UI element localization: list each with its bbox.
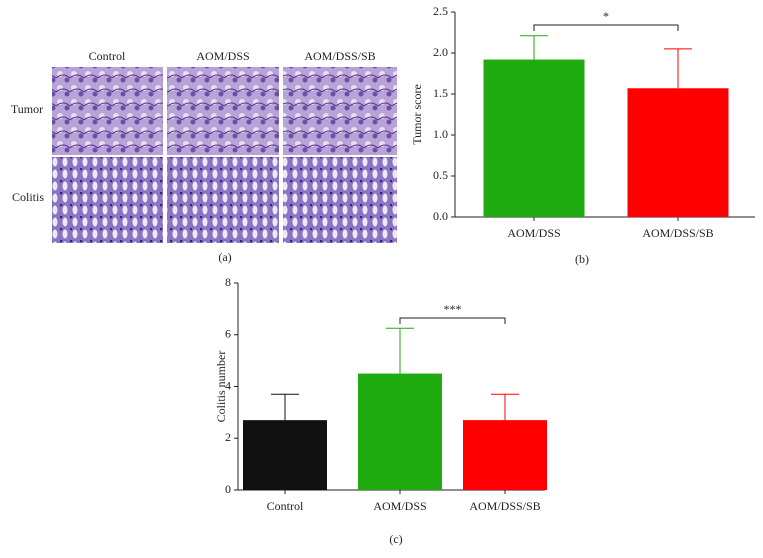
column-label: AOM/DSS/SB	[304, 49, 375, 63]
y-tick-label: 1.0	[433, 127, 448, 141]
significance-bracket	[399, 317, 506, 324]
image	[167, 67, 279, 155]
column-label: Control	[89, 49, 126, 63]
panel-caption: (c)	[389, 532, 402, 546]
significance-bracket	[533, 24, 679, 31]
error-bar	[520, 35, 548, 60]
x-tick-label: AOM/DSS	[373, 499, 426, 513]
x-tick-label: Control	[267, 499, 304, 513]
y-axis-label: Colitis number	[214, 351, 228, 423]
y-tick-label: 0	[225, 482, 231, 496]
histology-images	[52, 67, 397, 243]
error-bar	[386, 327, 414, 374]
bar	[483, 59, 585, 218]
x-tick-label: AOM/DSS	[507, 226, 560, 240]
y-tick-label: 4	[225, 378, 231, 392]
x-tick-label: AOM/DSS/SB	[469, 499, 540, 513]
image	[283, 157, 397, 243]
y-tick-label: 2	[225, 430, 231, 444]
y-tick-label: 2.5	[433, 4, 448, 18]
x-tick-label: AOM/DSS/SB	[642, 226, 713, 240]
y-tick-label: 6	[225, 327, 231, 341]
y-tick-label: 0.5	[433, 168, 448, 182]
significance-label: *	[603, 9, 609, 23]
y-tick-label: 1.5	[433, 86, 448, 100]
bar	[243, 420, 327, 490]
error-bar	[664, 48, 692, 89]
image	[52, 67, 163, 155]
y-tick-label: 2.0	[433, 45, 448, 59]
y-tick-label: 8	[225, 275, 231, 289]
column-label: AOM/DSS	[196, 49, 249, 63]
bar	[627, 88, 729, 217]
row-label: Tumor	[11, 102, 43, 116]
bar	[358, 373, 442, 490]
row-label: Colitis	[12, 190, 44, 204]
error-bar	[491, 393, 519, 421]
image	[52, 157, 163, 243]
y-tick-label: 0.0	[433, 209, 448, 223]
significance-label: ***	[444, 302, 462, 316]
image	[167, 157, 279, 243]
error-bar	[271, 393, 299, 421]
panel-caption: (a)	[218, 250, 231, 264]
image	[283, 67, 397, 155]
y-axis-label: Tumor score	[410, 84, 424, 145]
bar	[463, 420, 547, 490]
panel-caption: (b)	[575, 252, 589, 266]
